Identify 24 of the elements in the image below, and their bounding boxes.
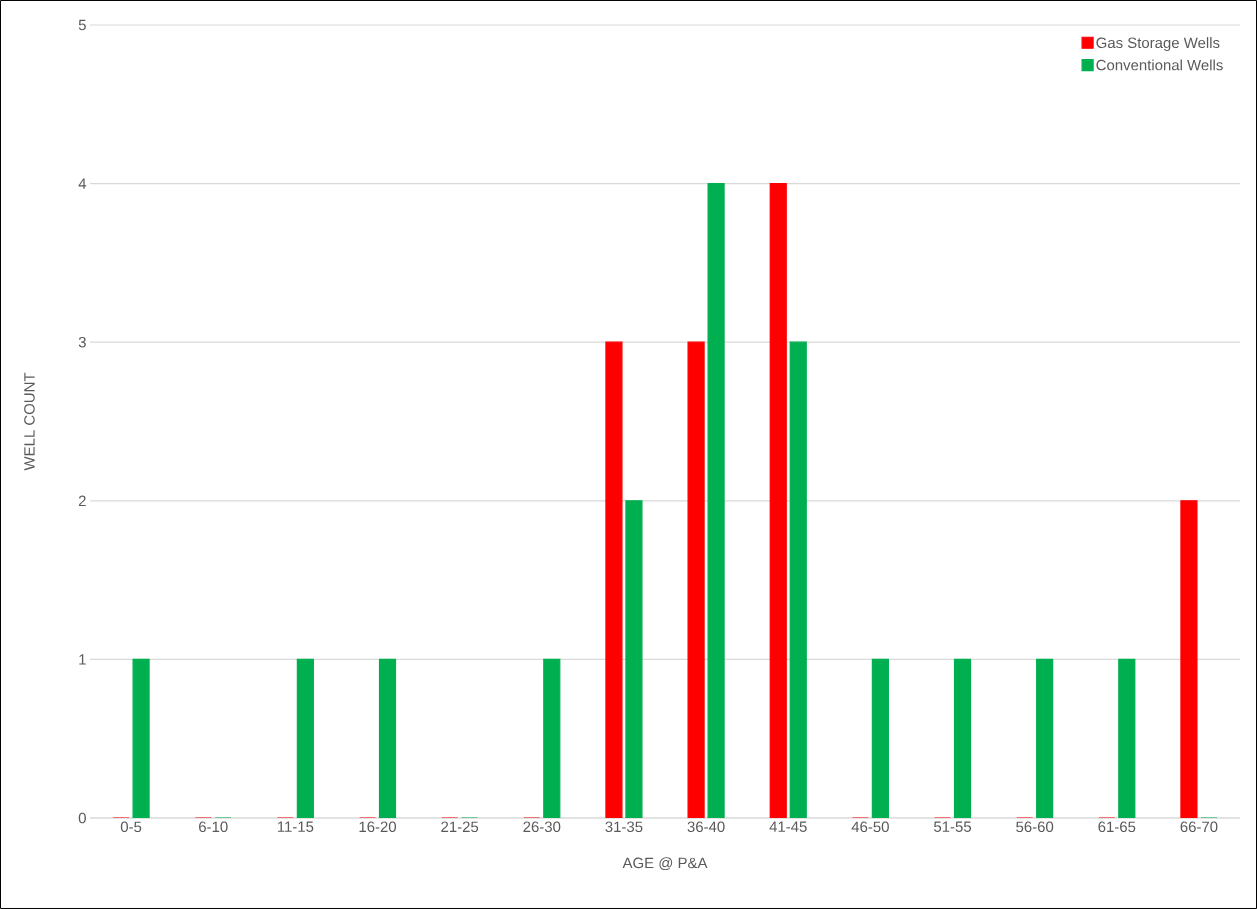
legend-label: Conventional Wells <box>1096 59 1223 71</box>
y-tick-label: 0 <box>78 812 86 824</box>
x-axis-title: AGE @ P&A <box>622 857 708 871</box>
y-tick-label: 2 <box>78 495 86 506</box>
x-tick-label: 51-55 <box>934 821 971 832</box>
x-tick-label: 26-30 <box>523 821 561 833</box>
x-tick-label: 61-65 <box>1098 821 1136 833</box>
legend-label: Gas Storage Wells <box>1096 37 1220 52</box>
x-tick-label: 56-60 <box>1016 821 1054 833</box>
y-axis-title: WELL COUNT <box>24 372 35 471</box>
x-tick-label: 46-50 <box>851 821 889 833</box>
x-tick-label: 16-20 <box>359 821 397 833</box>
x-tick-label: 41-45 <box>769 821 807 832</box>
x-tick-label: 31-35 <box>605 821 643 833</box>
x-tick-label: 11-15 <box>277 821 314 832</box>
x-tick-label: 6-10 <box>199 821 228 833</box>
x-tick-label: 0-5 <box>120 821 142 833</box>
y-tick-label: 5 <box>78 19 86 31</box>
y-tick-label: 1 <box>79 654 86 665</box>
x-tick-label: 36-40 <box>687 821 725 833</box>
y-tick-label: 4 <box>78 178 87 189</box>
y-tick-label: 3 <box>78 336 86 348</box>
x-tick-label: 21-25 <box>441 821 479 833</box>
x-tick-label: 66-70 <box>1180 821 1218 833</box>
